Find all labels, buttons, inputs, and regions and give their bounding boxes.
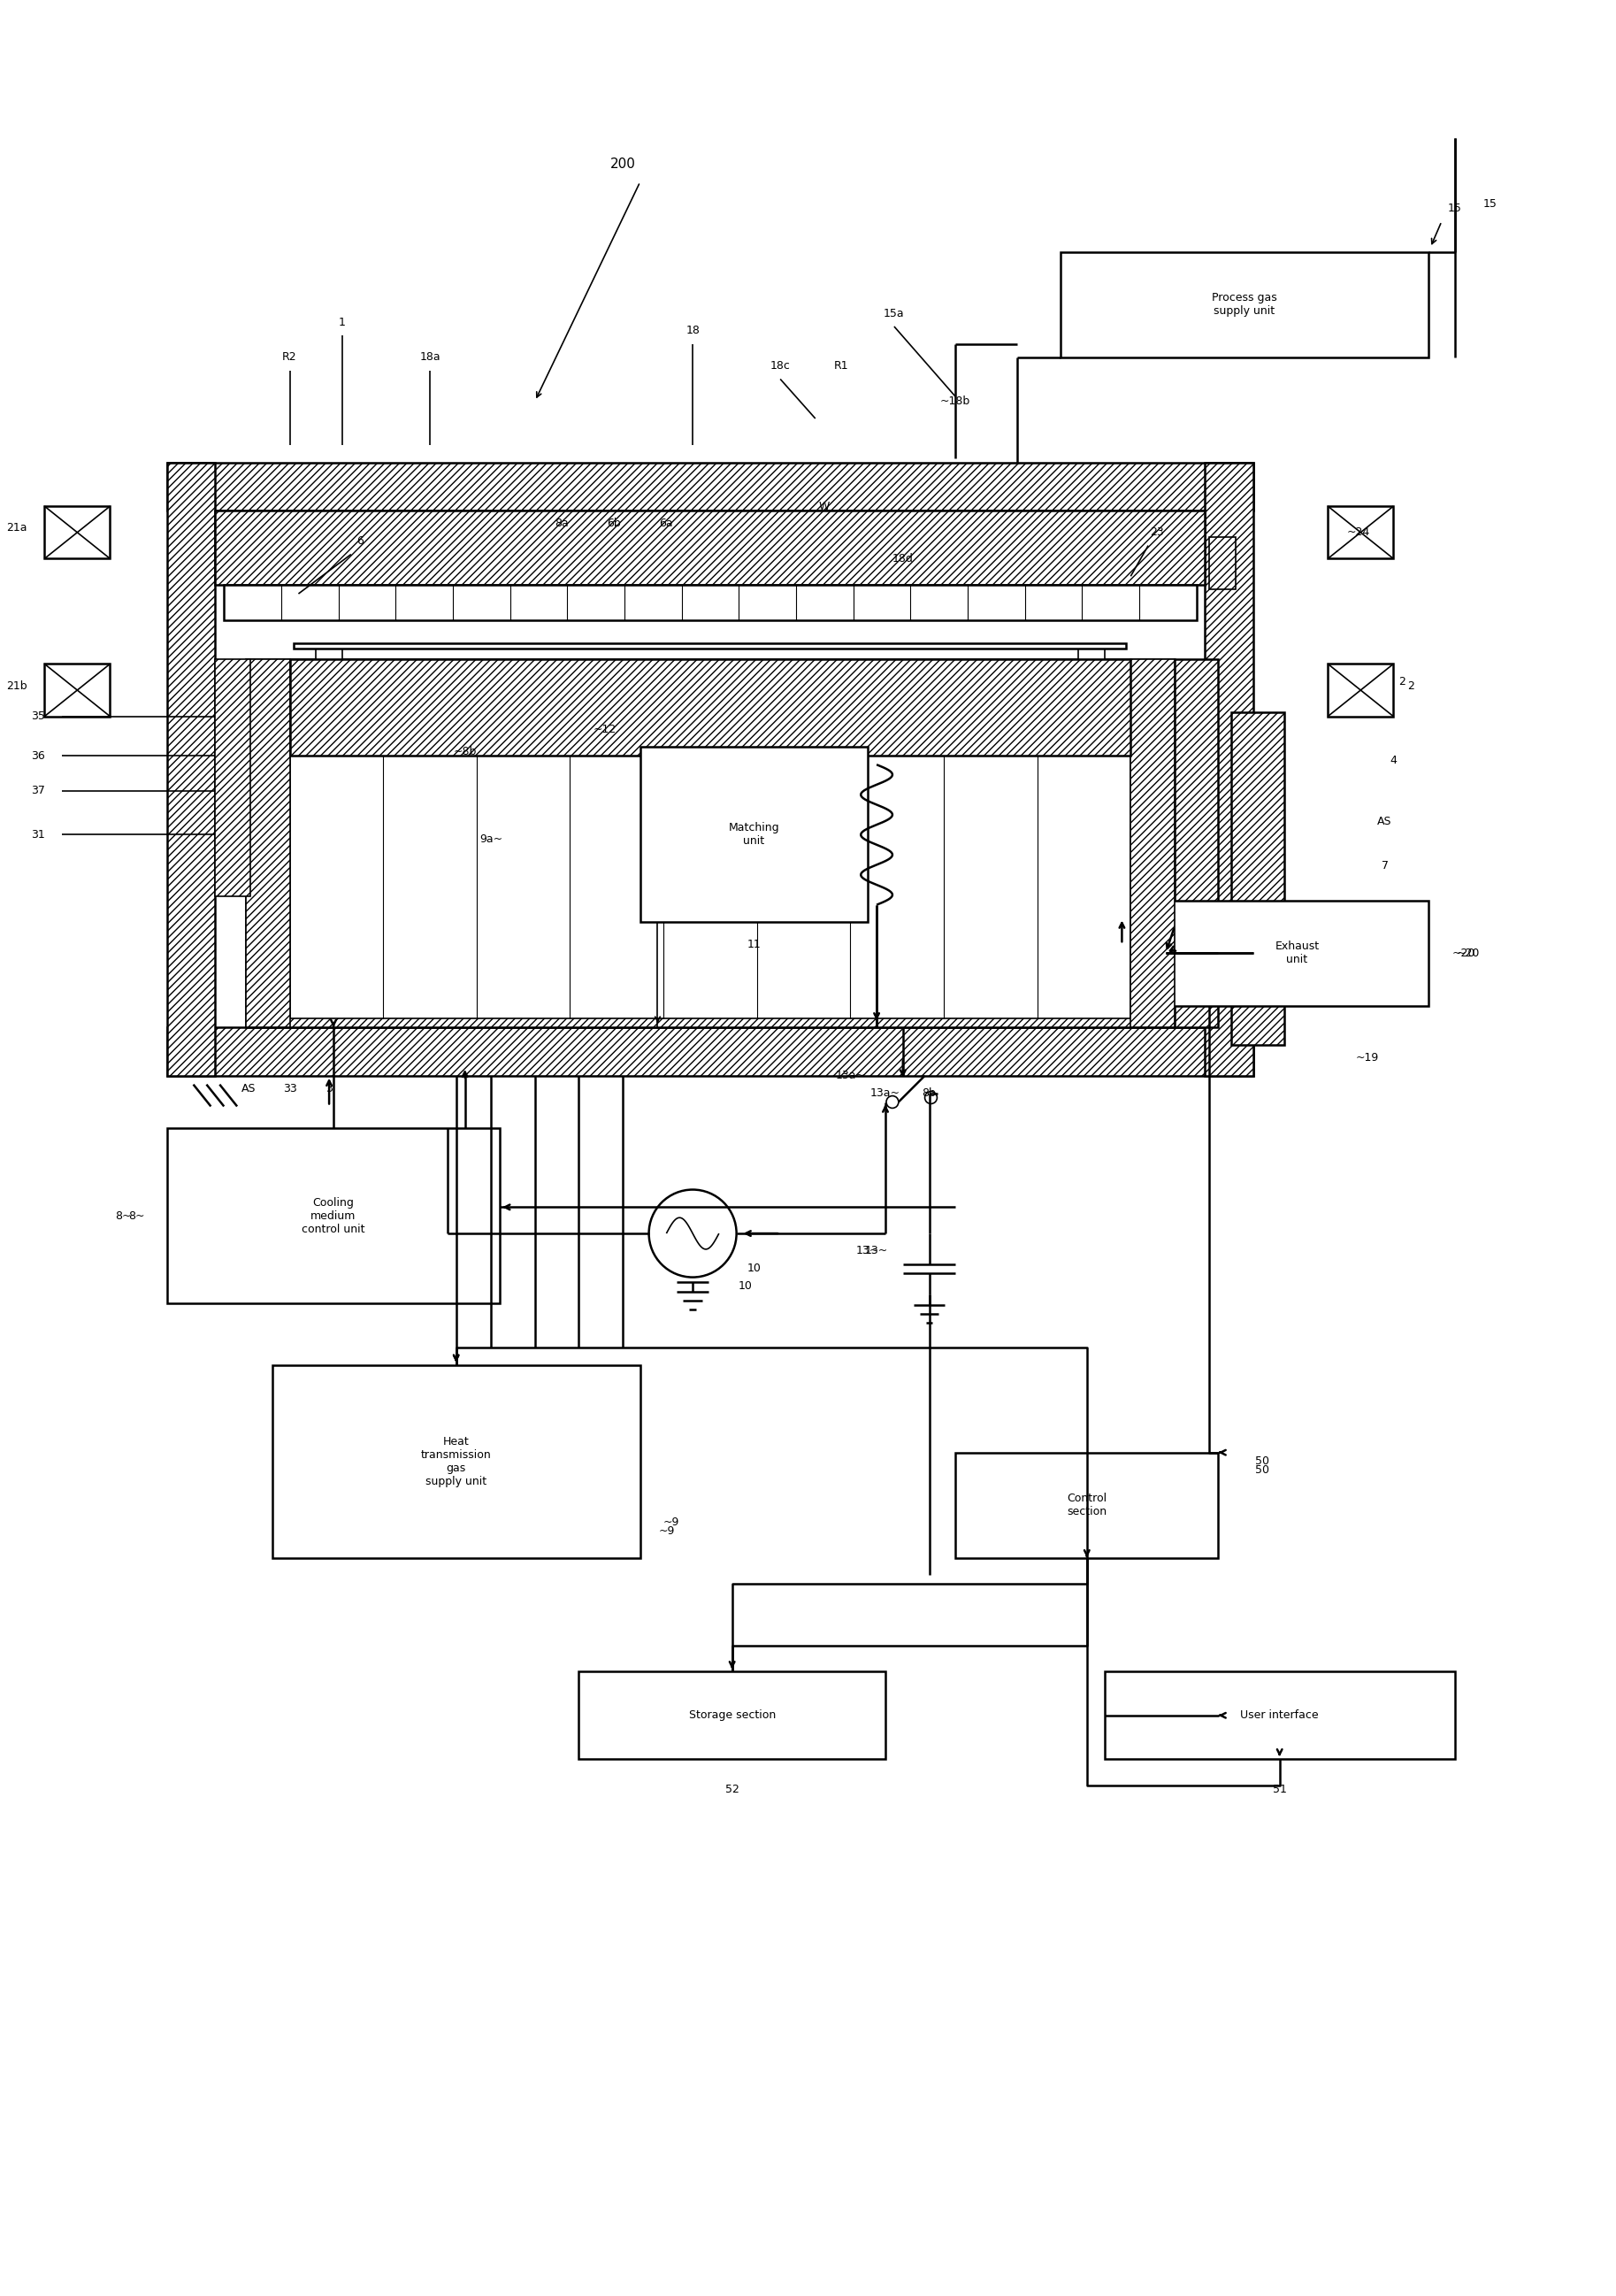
Bar — [294, 643, 1126, 650]
Bar — [1328, 664, 1393, 716]
Bar — [246, 659, 289, 1029]
Text: 15a: 15a — [884, 308, 905, 319]
Text: 35: 35 — [31, 712, 45, 723]
Text: ~20: ~20 — [1456, 948, 1480, 960]
Text: 18: 18 — [685, 326, 700, 338]
Bar — [579, 1671, 886, 1759]
Text: Exhaust
unit: Exhaust unit — [1275, 941, 1319, 964]
Text: 10: 10 — [747, 1263, 761, 1274]
Bar — [225, 585, 1196, 620]
Text: 13a~: 13a~ — [871, 1088, 900, 1100]
Text: 52: 52 — [726, 1784, 739, 1795]
Bar — [289, 659, 1131, 755]
Text: Matching
unit: Matching unit — [729, 822, 779, 847]
Bar — [289, 755, 1131, 1019]
Text: 15: 15 — [1448, 202, 1462, 214]
Text: 21b: 21b — [6, 680, 27, 691]
Text: 1: 1 — [339, 317, 346, 328]
Bar — [166, 461, 215, 1077]
Text: 13a~: 13a~ — [835, 1070, 866, 1081]
Bar — [1104, 1671, 1454, 1759]
Text: 50: 50 — [1256, 1465, 1269, 1476]
Text: 33: 33 — [283, 1084, 297, 1095]
Text: 23: 23 — [1151, 526, 1164, 537]
Text: 11: 11 — [747, 939, 761, 951]
Text: 50: 50 — [1256, 1456, 1269, 1467]
Bar — [1231, 712, 1285, 1045]
Text: Storage section: Storage section — [688, 1711, 776, 1722]
Text: 3: 3 — [326, 1084, 333, 1095]
Text: 200: 200 — [609, 158, 635, 170]
Text: Process gas
supply unit: Process gas supply unit — [1212, 292, 1277, 317]
Text: 36: 36 — [31, 751, 45, 762]
Text: 31: 31 — [31, 829, 45, 840]
Text: 13~: 13~ — [856, 1244, 879, 1256]
Text: R2: R2 — [283, 351, 297, 363]
Text: 51: 51 — [1272, 1784, 1286, 1795]
Text: R1: R1 — [834, 360, 848, 372]
Bar — [166, 461, 1254, 510]
Text: W: W — [819, 501, 829, 512]
Bar — [955, 1453, 1218, 1557]
Bar — [271, 1364, 640, 1557]
Bar — [246, 659, 1175, 1029]
Text: ~9: ~9 — [658, 1525, 674, 1536]
Bar — [317, 650, 343, 659]
Text: 2: 2 — [1408, 680, 1414, 691]
Text: Cooling
medium
control unit: Cooling medium control unit — [302, 1196, 365, 1235]
Text: ~24: ~24 — [1346, 526, 1370, 537]
Text: 8~: 8~ — [115, 1210, 131, 1221]
Bar — [1175, 659, 1218, 1029]
Text: 6a: 6a — [659, 519, 674, 530]
Text: User interface: User interface — [1241, 1711, 1319, 1722]
Bar — [166, 1029, 1254, 1077]
Text: 18c: 18c — [771, 360, 790, 372]
Text: AS: AS — [241, 1084, 255, 1095]
Bar — [44, 664, 110, 716]
Text: ~19: ~19 — [1356, 1052, 1378, 1063]
Bar — [44, 505, 110, 558]
Bar — [1206, 461, 1254, 1077]
Text: AS: AS — [1377, 815, 1391, 827]
Text: 8~: 8~ — [128, 1210, 144, 1221]
Text: 15: 15 — [1483, 197, 1496, 209]
Bar — [1060, 253, 1429, 358]
Text: 4: 4 — [1390, 755, 1396, 767]
Text: ~12: ~12 — [593, 723, 617, 735]
Bar — [1328, 505, 1393, 558]
Text: 8a: 8a — [554, 519, 569, 530]
Text: 7: 7 — [1382, 859, 1388, 870]
Text: 21a: 21a — [6, 521, 27, 533]
Text: ~20: ~20 — [1451, 948, 1475, 960]
Bar — [1078, 650, 1104, 659]
Text: 2: 2 — [1399, 675, 1406, 687]
Bar — [166, 1127, 499, 1304]
Text: 18a: 18a — [420, 351, 440, 363]
Text: Control
section: Control section — [1067, 1492, 1107, 1518]
Bar — [1131, 659, 1175, 1029]
Text: 6b: 6b — [608, 519, 621, 530]
Text: 18d: 18d — [892, 553, 913, 565]
Text: 6: 6 — [356, 535, 364, 546]
Text: ~8b: ~8b — [452, 746, 477, 758]
Bar — [1165, 900, 1429, 1006]
Text: 13~: 13~ — [865, 1244, 889, 1256]
Text: 37: 37 — [31, 785, 45, 797]
Text: ~18b: ~18b — [941, 395, 971, 406]
Text: 10: 10 — [739, 1281, 753, 1293]
Bar — [640, 746, 868, 923]
Bar — [215, 510, 1206, 585]
Bar — [1209, 537, 1236, 590]
Text: 9a~: 9a~ — [480, 833, 503, 845]
Text: Heat
transmission
gas
supply unit: Heat transmission gas supply unit — [420, 1435, 491, 1488]
Text: ~9: ~9 — [663, 1518, 679, 1529]
Text: 8b: 8b — [923, 1088, 936, 1100]
Bar — [215, 659, 250, 895]
